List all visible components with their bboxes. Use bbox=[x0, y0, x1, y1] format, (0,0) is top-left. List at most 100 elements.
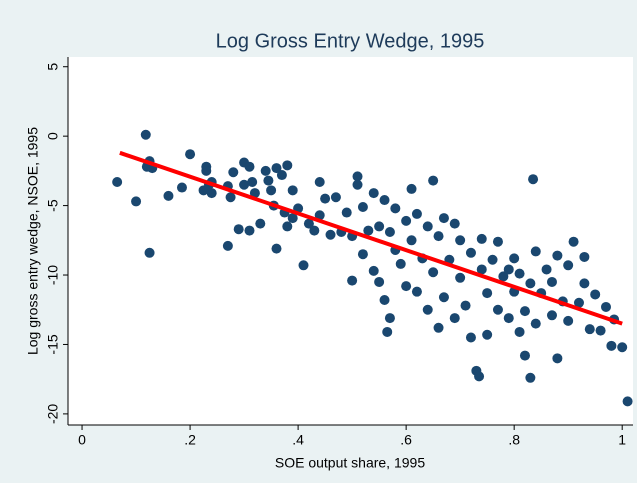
scatter-point bbox=[476, 264, 487, 275]
scatter-point bbox=[379, 295, 390, 306]
scatter-point bbox=[357, 201, 368, 212]
scatter-point bbox=[546, 276, 557, 287]
y-tick-label: -15 bbox=[45, 334, 61, 354]
scatter-point bbox=[528, 174, 539, 185]
scatter-point bbox=[247, 176, 258, 187]
scatter-point bbox=[395, 258, 406, 269]
scatter-point bbox=[552, 353, 563, 364]
scatter-point bbox=[460, 300, 471, 311]
x-tick-label: .4 bbox=[292, 432, 304, 448]
scatter-point bbox=[465, 247, 476, 258]
scatter-point bbox=[382, 326, 393, 337]
scatter-point bbox=[140, 129, 151, 140]
scatter-point bbox=[406, 235, 417, 246]
scatter-point bbox=[584, 324, 595, 335]
scatter-point bbox=[249, 188, 260, 199]
scatter-point bbox=[314, 210, 325, 221]
scatter-point bbox=[498, 271, 509, 282]
scatter-point bbox=[222, 240, 233, 251]
scatter-point bbox=[438, 213, 449, 224]
scatter-point bbox=[514, 268, 525, 279]
scatter-point bbox=[406, 183, 417, 194]
scatter-point bbox=[617, 342, 628, 353]
scatter-point bbox=[492, 304, 503, 315]
scatter-point bbox=[374, 276, 385, 287]
x-tick-label: 0 bbox=[78, 432, 86, 448]
scatter-point bbox=[282, 221, 293, 232]
scatter-point bbox=[579, 278, 590, 289]
y-tick-label: 0 bbox=[45, 132, 61, 140]
scatter-point bbox=[428, 267, 439, 278]
scatter-point bbox=[546, 310, 557, 321]
scatter-point bbox=[233, 224, 244, 235]
scatter-point bbox=[263, 175, 274, 186]
scatter-point bbox=[357, 249, 368, 260]
scatter-point bbox=[239, 179, 250, 190]
scatter-point bbox=[476, 233, 487, 244]
scatter-point bbox=[411, 208, 422, 219]
scatter-point bbox=[276, 170, 287, 181]
scatter-point bbox=[244, 161, 255, 172]
scatter-point bbox=[384, 313, 395, 324]
scatter-point bbox=[287, 213, 298, 224]
scatter-point bbox=[509, 253, 520, 264]
scatter-point bbox=[482, 288, 493, 299]
scatter-point bbox=[363, 225, 374, 236]
scatter-point bbox=[465, 332, 476, 343]
y-tick-label: -10 bbox=[45, 265, 61, 285]
scatter-point bbox=[474, 371, 485, 382]
chart-title: Log Gross Entry Wedge, 1995 bbox=[216, 30, 485, 52]
scatter-point bbox=[482, 329, 493, 340]
scatter-point bbox=[449, 218, 460, 229]
scatter-point bbox=[255, 218, 266, 229]
scatter-point bbox=[422, 221, 433, 232]
scatter-point bbox=[622, 396, 633, 407]
scatter-point bbox=[368, 188, 379, 199]
scatter-point bbox=[185, 149, 196, 160]
scatter-point bbox=[352, 179, 363, 190]
x-tick-label: .8 bbox=[508, 432, 520, 448]
scatter-point bbox=[131, 196, 142, 207]
y-tick-label: -20 bbox=[45, 404, 61, 424]
y-tick-label: 5 bbox=[45, 63, 61, 71]
scatter-point bbox=[606, 340, 617, 351]
scatter-point bbox=[298, 260, 309, 271]
scatter-point bbox=[455, 235, 466, 246]
scatter-point bbox=[401, 215, 412, 226]
scatter-point bbox=[401, 281, 412, 292]
x-tick-label: 1 bbox=[618, 432, 626, 448]
scatter-point bbox=[552, 250, 563, 261]
scatter-point bbox=[487, 254, 498, 265]
scatter-point bbox=[303, 218, 314, 229]
scatter-point bbox=[271, 243, 282, 254]
scatter-point bbox=[314, 176, 325, 187]
scatter-point bbox=[541, 264, 552, 275]
scatter-point bbox=[341, 207, 352, 218]
scatter-point bbox=[595, 325, 606, 336]
scatter-point bbox=[309, 225, 320, 236]
scatter-point bbox=[514, 326, 525, 337]
scatter-point bbox=[325, 229, 336, 240]
y-tick-label: -5 bbox=[45, 199, 61, 212]
scatter-point bbox=[271, 163, 282, 174]
scatter-point bbox=[379, 195, 390, 206]
scatter-point bbox=[330, 192, 341, 203]
scatter-point bbox=[176, 182, 187, 193]
scatter-point bbox=[411, 286, 422, 297]
scatter-point bbox=[530, 318, 541, 329]
scatter-point bbox=[201, 165, 212, 176]
scatter-point bbox=[225, 192, 236, 203]
scatter-point bbox=[244, 225, 255, 236]
x-tick-label: .6 bbox=[400, 432, 412, 448]
scatter-point bbox=[579, 251, 590, 262]
scatter-point bbox=[260, 165, 271, 176]
scatter-point bbox=[368, 265, 379, 276]
scatter-point bbox=[433, 322, 444, 333]
scatter-point bbox=[568, 236, 579, 247]
scatter-point bbox=[433, 231, 444, 242]
scatter-point bbox=[347, 275, 358, 286]
scatter-point bbox=[449, 313, 460, 324]
scatter-point bbox=[519, 350, 530, 361]
scatter-point bbox=[600, 301, 611, 312]
